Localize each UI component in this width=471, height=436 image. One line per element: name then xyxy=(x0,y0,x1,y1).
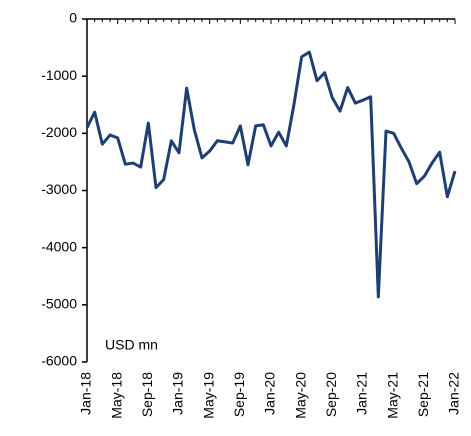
y-tick-label: -4000 xyxy=(41,238,77,254)
y-tick-label: -1000 xyxy=(41,67,77,83)
x-tick-label: Sep-20 xyxy=(323,372,339,417)
line xyxy=(85,50,457,299)
x-tick-label: Sep-21 xyxy=(415,372,431,417)
y-tick-label: -5000 xyxy=(41,296,77,312)
x-tick-label: Jan-19 xyxy=(170,372,186,415)
x-tick-label: Sep-18 xyxy=(139,372,155,417)
x-tick-label: May-19 xyxy=(200,372,216,419)
y-tick-label: -3000 xyxy=(41,181,77,197)
y-tick-label: 0 xyxy=(69,10,77,26)
x-tick-label: May-20 xyxy=(292,372,308,419)
y-tick-label: -2000 xyxy=(41,124,77,140)
x-tick-label: May-18 xyxy=(108,372,124,419)
y-tick-label: -6000 xyxy=(41,353,77,369)
annotation: USD mn xyxy=(105,337,158,353)
x-tick-label: Jan-21 xyxy=(354,372,370,415)
x-tick-label: Jan-18 xyxy=(78,372,94,415)
x-tick-label: Jan-20 xyxy=(262,372,278,415)
x-tick-label: May-21 xyxy=(384,372,400,419)
x-tick-label: Sep-19 xyxy=(231,372,247,417)
x-tick-label: Jan-22 xyxy=(446,372,462,415)
